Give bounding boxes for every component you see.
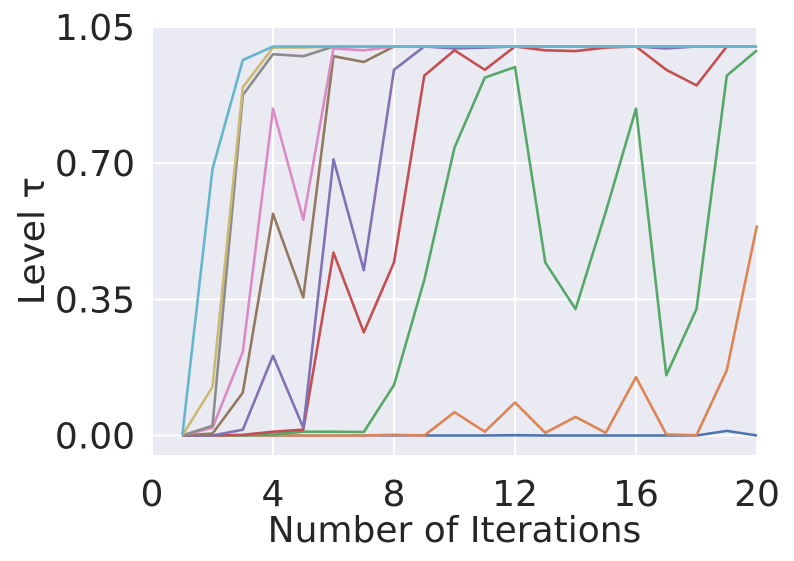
series-line-5 xyxy=(182,45,757,437)
y-tick-labels: 0.00 0.35 0.70 1.05 xyxy=(55,8,135,458)
y-tick-label: 0.35 xyxy=(55,280,135,321)
y-tick-label: 1.05 xyxy=(55,8,135,49)
series-line-4 xyxy=(182,45,757,437)
y-tick-label: 0.70 xyxy=(55,144,135,185)
y-tick-label: 0.00 xyxy=(55,417,135,458)
x-tick-label: 4 xyxy=(262,474,285,515)
x-tick-label: 12 xyxy=(492,474,538,515)
series-line-10 xyxy=(181,45,757,436)
x-tick-label: 16 xyxy=(613,474,659,515)
series-line-3 xyxy=(182,49,758,437)
x-tick-label: 0 xyxy=(141,474,164,515)
plot-area xyxy=(152,27,757,455)
x-tick-label: 20 xyxy=(734,474,780,515)
y-axis-label: Level τ xyxy=(12,177,53,305)
x-axis-label: Number of Iterations xyxy=(268,510,642,551)
x-tick-labels: 0 4 8 12 16 20 xyxy=(141,474,780,515)
series-lines xyxy=(181,45,759,437)
x-tick-label: 8 xyxy=(383,474,406,515)
series-line-2 xyxy=(182,225,759,437)
